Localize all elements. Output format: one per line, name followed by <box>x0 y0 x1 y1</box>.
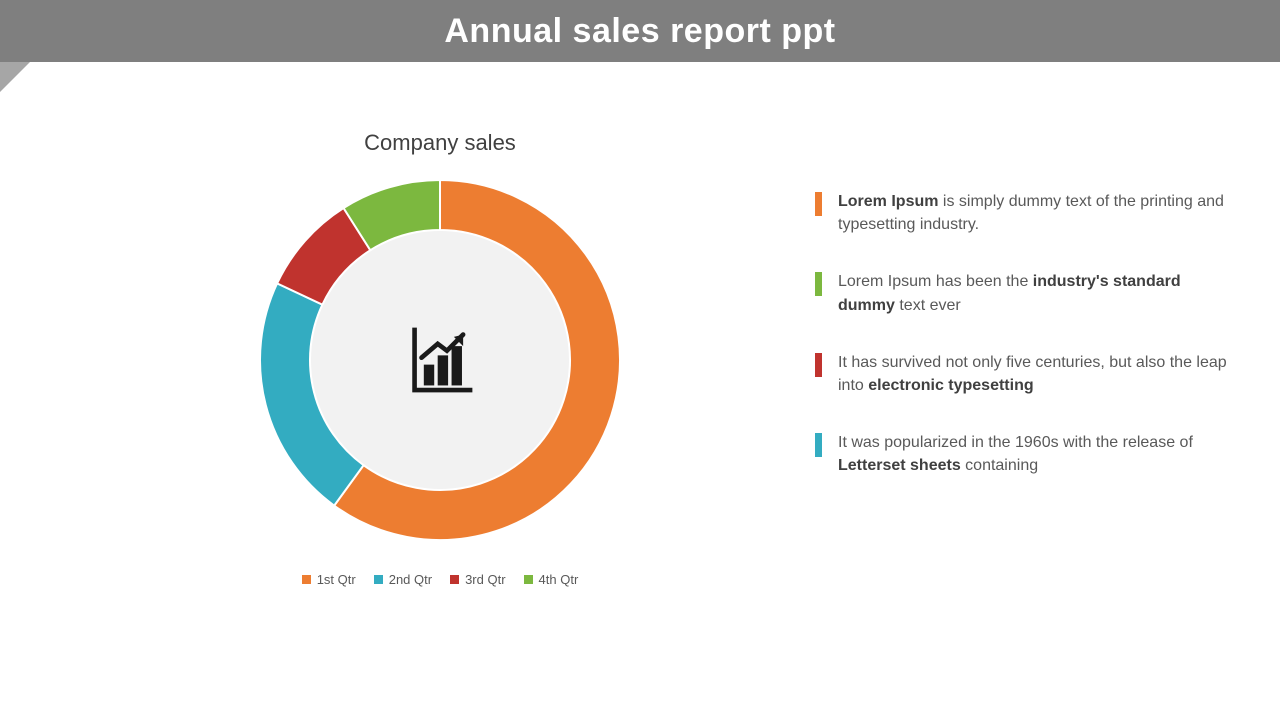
legend-item: 4th Qtr <box>524 572 579 587</box>
legend-label: 3rd Qtr <box>465 572 505 587</box>
bullet-text: Lorem Ipsum has been the industry's stan… <box>838 270 1235 316</box>
content-area: Company sales <box>0 70 1280 710</box>
legend-item: 2nd Qtr <box>374 572 432 587</box>
legend-label: 1st Qtr <box>317 572 356 587</box>
legend-swatch <box>374 575 383 584</box>
legend-label: 2nd Qtr <box>389 572 432 587</box>
legend-item: 1st Qtr <box>302 572 356 587</box>
bullet-color-bar <box>815 353 822 377</box>
bullet-item: Lorem Ipsum has been the industry's stan… <box>815 270 1235 316</box>
bullet-text: It has survived not only five centuries,… <box>838 351 1235 397</box>
title-bar: Annual sales report ppt <box>0 0 1280 62</box>
bullet-list: Lorem Ipsum is simply dummy text of the … <box>815 190 1235 478</box>
legend-swatch <box>524 575 533 584</box>
bullet-text: Lorem Ipsum is simply dummy text of the … <box>838 190 1235 236</box>
donut-chart <box>250 170 630 550</box>
bullet-text: It was popularized in the 1960s with the… <box>838 431 1235 477</box>
slide: Annual sales report ppt Company sales <box>0 0 1280 720</box>
chart-title: Company sales <box>210 130 670 156</box>
slide-title: Annual sales report ppt <box>444 12 835 51</box>
legend-item: 3rd Qtr <box>450 572 505 587</box>
bullet-item: It has survived not only five centuries,… <box>815 351 1235 397</box>
chart-region: Company sales <box>210 130 670 587</box>
bullet-color-bar <box>815 192 822 216</box>
legend-swatch <box>450 575 459 584</box>
bullet-item: It was popularized in the 1960s with the… <box>815 431 1235 477</box>
bullet-item: Lorem Ipsum is simply dummy text of the … <box>815 190 1235 236</box>
chart-legend: 1st Qtr 2nd Qtr 3rd Qtr 4th Qtr <box>210 572 670 587</box>
chart-center-icon <box>403 323 477 397</box>
bullet-color-bar <box>815 272 822 296</box>
bullet-color-bar <box>815 433 822 457</box>
legend-label: 4th Qtr <box>539 572 579 587</box>
legend-swatch <box>302 575 311 584</box>
